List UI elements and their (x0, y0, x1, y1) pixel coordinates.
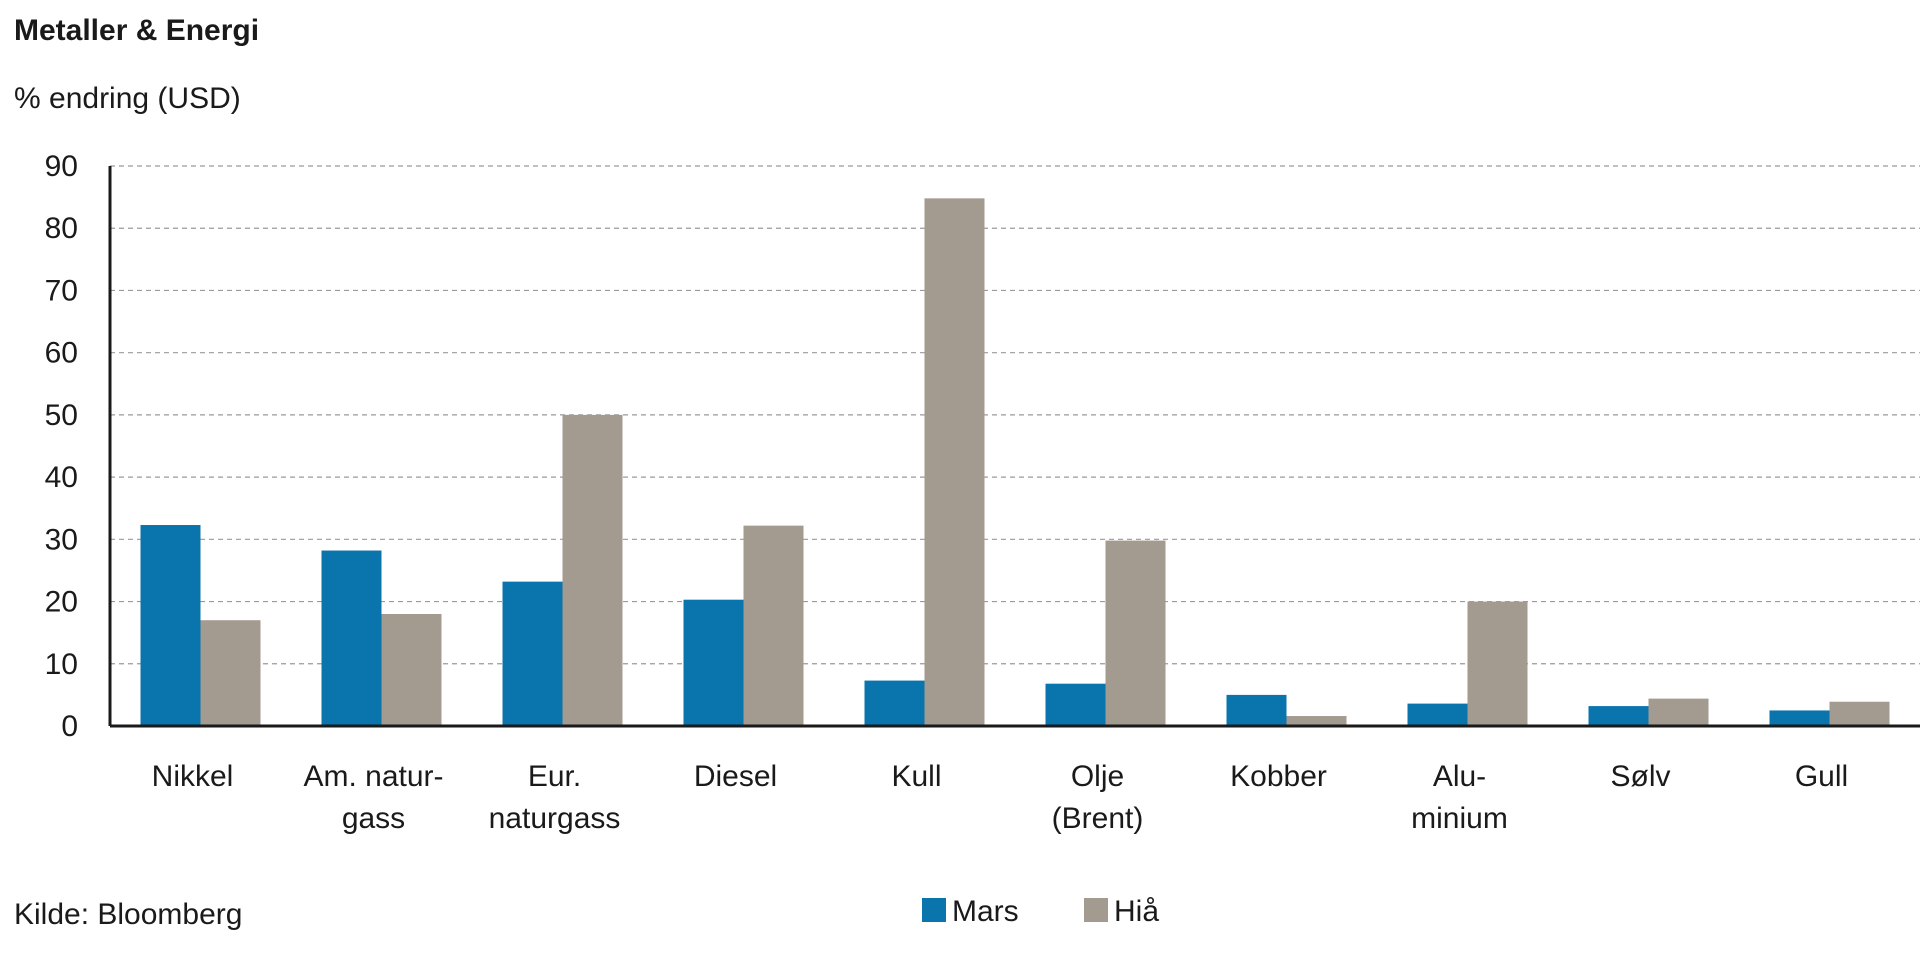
x-tick-label: naturgass (489, 802, 621, 835)
bar-hiå-7 (1467, 601, 1528, 726)
bar-hiå-0 (200, 620, 261, 726)
x-tick-label: Kull (891, 760, 941, 793)
x-tick-label: Nikkel (152, 760, 234, 793)
y-tick-label: 30 (45, 523, 78, 556)
x-tick-label: minium (1411, 802, 1508, 835)
legend-label: Mars (952, 895, 1019, 928)
source-note: Kilde: Bloomberg (14, 898, 243, 931)
x-tick-label: Diesel (694, 760, 777, 793)
bar-mars-2 (502, 581, 563, 726)
x-tick-label: Gull (1795, 760, 1848, 793)
bar-mars-6 (1226, 694, 1287, 726)
bar-mars-8 (1588, 706, 1649, 726)
legend-label: Hiå (1114, 895, 1159, 928)
y-tick-label: 70 (45, 274, 78, 307)
legend-swatch-hiå (1084, 898, 1108, 922)
x-tick-label: Kobber (1230, 760, 1327, 793)
x-tick-label: Am. natur- (303, 760, 443, 793)
axes (108, 166, 1920, 728)
bar-hiå-8 (1648, 698, 1709, 726)
bar-mars-4 (864, 680, 925, 726)
x-tick-label: Olje (1071, 760, 1124, 793)
bars (140, 198, 1890, 726)
bar-mars-0 (140, 525, 201, 726)
bar-mars-5 (1045, 683, 1106, 726)
y-tick-label: 90 (45, 150, 78, 183)
legend: Mars Hiå (922, 895, 1159, 928)
x-tick-labels: Nikkel Am. natur-gass Eur. naturgass Diesel K… (152, 760, 1849, 835)
y-tick-label: 80 (45, 212, 78, 245)
bar-mars-9 (1769, 710, 1830, 726)
y-tick-label: 0 (61, 710, 78, 743)
y-tick-labels: 0 10 20 30 40 50 60 70 80 90 (45, 150, 78, 743)
y-tick-label: 10 (45, 648, 78, 681)
x-tick-label: (Brent) (1052, 802, 1144, 835)
y-tick-label: 50 (45, 399, 78, 432)
legend-swatch-mars (922, 898, 946, 922)
x-tick-label: Eur. (528, 760, 581, 793)
chart-unit-label: % endring (USD) (14, 82, 241, 115)
chart-title: Metaller & Energi (14, 14, 260, 47)
bar-hiå-6 (1286, 716, 1347, 726)
bar-hiå-3 (743, 525, 804, 726)
y-tick-label: 20 (45, 586, 78, 619)
x-tick-label: Alu- (1433, 760, 1486, 793)
bar-hiå-4 (924, 198, 985, 726)
bar-hiå-5 (1105, 540, 1166, 726)
bar-hiå-1 (381, 614, 442, 726)
bar-mars-1 (321, 550, 382, 726)
bar-mars-7 (1407, 703, 1468, 726)
y-tick-label: 60 (45, 337, 78, 370)
bar-hiå-2 (562, 414, 623, 726)
x-tick-label: gass (342, 802, 405, 835)
x-tick-label: Sølv (1611, 760, 1671, 793)
y-tick-label: 40 (45, 461, 78, 494)
bar-hiå-9 (1829, 701, 1890, 726)
bar-mars-3 (683, 599, 744, 726)
